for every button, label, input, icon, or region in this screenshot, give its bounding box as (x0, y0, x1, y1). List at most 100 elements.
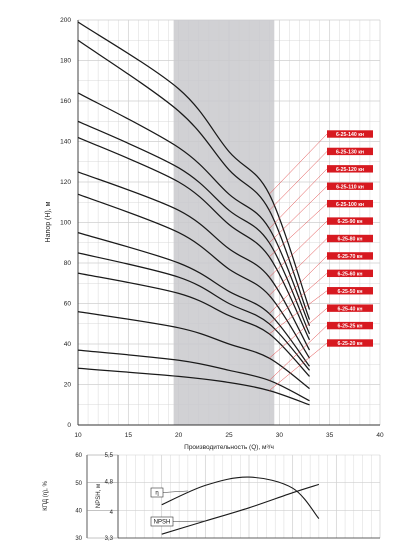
model-label-box (327, 165, 373, 173)
model-label-box (327, 130, 373, 138)
model-label-text: 6-25-90 кн (337, 219, 362, 225)
y-axis-label: Напор (H), м (45, 201, 52, 242)
model-label-text: 6-25-110 кн (336, 184, 364, 190)
x-tick-label: 25 (225, 432, 233, 439)
head-curve (77, 120, 311, 335)
label-leader-line (269, 151, 328, 211)
sub-axes (86, 454, 380, 539)
model-label-box (327, 339, 373, 347)
label-leader-line (269, 290, 328, 335)
curve-label-text: η (155, 491, 158, 497)
npsh-tick-label: 4 (110, 510, 114, 516)
npsh-axis-label: NPSH, м (96, 484, 102, 508)
model-label-box (327, 321, 373, 330)
model-label-box (327, 217, 373, 225)
model-label-box (327, 182, 373, 190)
efficiency-axis-label: КПД (η), % (43, 481, 49, 511)
efficiency-tick-label: 30 (75, 536, 82, 542)
head-curve (77, 349, 310, 402)
head-flow-chart: 10 15 20 25 30 35 40 0 20 40 60 80 100 120 140 160 180 20… (45, 17, 384, 451)
model-label-box (327, 304, 373, 312)
y-tick-label: 80 (64, 260, 72, 267)
y-tick-label: 0 (67, 422, 71, 429)
y-tick-label: 140 (60, 139, 71, 146)
model-label-box (327, 287, 373, 295)
label-leader-line (269, 325, 328, 381)
label-leader-line (269, 203, 328, 258)
x-tick-label: 35 (326, 432, 334, 439)
efficiency-tick-label: 40 (75, 509, 82, 515)
y-tick-label: 60 (64, 301, 72, 308)
main-tick-labels: 10 15 20 25 30 35 40 0 20 40 60 80 100 120 140 160 180 20… (60, 17, 384, 439)
model-labels: 6-25-140 кн 6-25-130 кн 6-25-120 кн 6-25-11… (269, 130, 373, 391)
model-label-text: 6-25-80 кн (337, 237, 362, 243)
label-leader-line (269, 186, 328, 243)
label-leader-line (269, 342, 328, 391)
model-label-text: 6-25-120 кн (336, 167, 364, 173)
model-label-text: 6-25-130 кн (336, 150, 364, 156)
head-curve (77, 232, 310, 367)
npsh-tick-label: 5,5 (105, 453, 114, 459)
npsh-tick-label: 3,3 (105, 536, 114, 542)
npsh-curve (161, 483, 320, 535)
head-curve (77, 310, 310, 390)
x-tick-label: 10 (74, 432, 82, 439)
model-label-text: 6-25-140 кн (336, 132, 364, 138)
head-curve (77, 21, 311, 310)
head-curve (77, 92, 311, 327)
main-axes (77, 20, 380, 426)
label-leader-line (269, 307, 328, 359)
model-label-box (327, 252, 373, 260)
y-tick-label: 160 (60, 98, 71, 105)
head-curve (77, 136, 311, 341)
head-curves (77, 21, 311, 406)
curve-label-text: NPSH (154, 520, 171, 526)
efficiency-tick-label: 60 (75, 453, 82, 459)
model-label-text: 6-25-40 кн (337, 306, 362, 312)
model-label-text: 6-25-50 кн (337, 289, 362, 295)
label-leader-line (269, 273, 328, 324)
y-tick-label: 200 (60, 17, 71, 24)
model-label-box (327, 234, 373, 243)
x-tick-label: 40 (376, 432, 384, 439)
head-curve (77, 272, 310, 377)
label-leader-line (269, 255, 328, 314)
y-tick-label: 100 (60, 220, 71, 227)
x-tick-label: 30 (276, 432, 284, 439)
head-curve (77, 367, 310, 406)
efficiency-npsh-chart: 30 40 50 60 3,3 4 4,8 5,5 η NPSH КПД (η), % NPSH… (43, 453, 381, 542)
sub-tick-labels: 30 40 50 60 3,3 4 4,8 5,5 (75, 453, 113, 542)
x-tick-label: 15 (125, 432, 133, 439)
model-label-text: 6-25-100 кн (336, 202, 364, 208)
sub-curves (161, 476, 320, 535)
label-leader-line (269, 133, 328, 195)
model-label-text: 6-25-70 кн (337, 254, 362, 260)
curve-label-box (150, 516, 174, 527)
model-label-text: 6-25-20 кн (337, 341, 362, 347)
curve-label-box (150, 487, 164, 498)
head-curve (77, 171, 311, 351)
label-leader-line (269, 238, 328, 296)
model-label-box (327, 199, 373, 208)
head-curve (77, 252, 310, 371)
y-tick-label: 180 (60, 58, 71, 65)
model-label-box (327, 269, 373, 278)
operating-range-shade (173, 20, 275, 425)
y-tick-label: 120 (60, 179, 71, 186)
head-curve (77, 193, 311, 359)
x-axis-label: Производительность (Q), м³/ч (184, 444, 274, 451)
model-label-text: 6-25-60 кн (337, 271, 362, 277)
npsh-tick-label: 4,8 (105, 480, 114, 486)
head-curve (77, 39, 311, 320)
y-tick-label: 20 (64, 382, 72, 389)
sub-curve-labels: η NPSH (150, 487, 206, 527)
model-label-box (327, 147, 373, 156)
y-tick-label: 40 (64, 341, 72, 348)
efficiency-curve (161, 476, 320, 519)
curve-label-leader (162, 490, 188, 493)
x-tick-label: 20 (175, 432, 183, 439)
efficiency-tick-label: 50 (75, 481, 82, 487)
label-leader-line (269, 220, 328, 278)
label-leader-line (269, 168, 328, 229)
